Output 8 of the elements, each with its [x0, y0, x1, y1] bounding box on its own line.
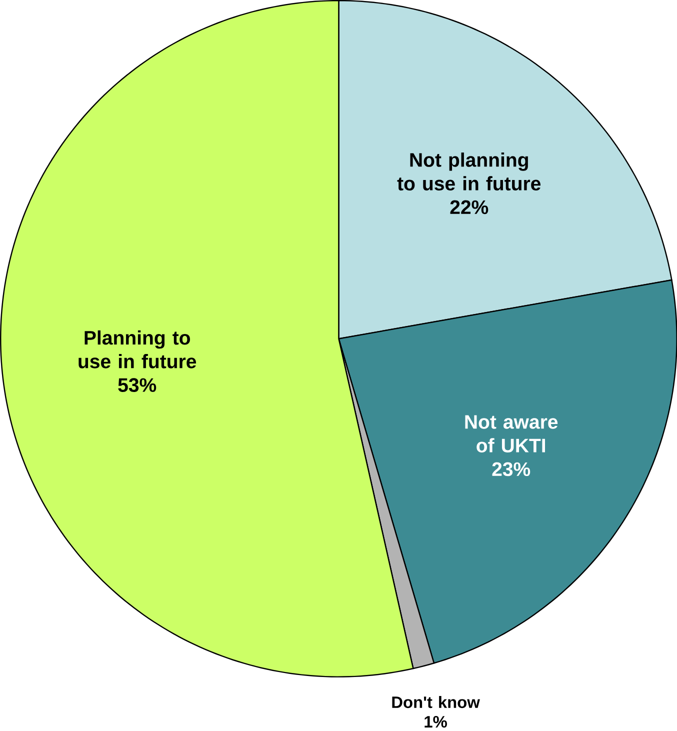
data-label: 1% [424, 716, 447, 728]
data-label: 22% [450, 200, 488, 214]
slice-label: Not aware of UKTI [465, 415, 558, 452]
data-label: 53% [118, 378, 156, 392]
slice-label: Planning to use in future [78, 330, 196, 368]
slice-label: Not planning to use in future [397, 152, 540, 190]
data-label: 23% [492, 462, 530, 476]
slice-label: Don't know [392, 696, 480, 708]
